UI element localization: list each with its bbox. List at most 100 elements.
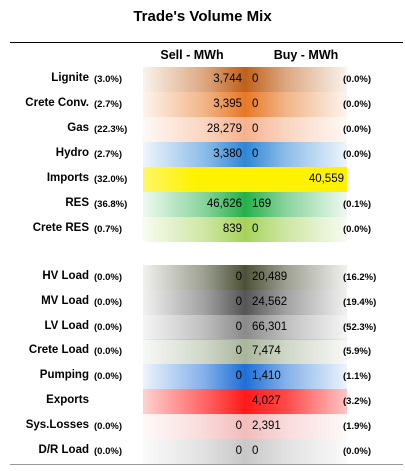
- table-row-lignite: Lignite (3.0%) 3,744 0 (0.0%): [0, 67, 405, 92]
- row-label: RES: [65, 197, 89, 209]
- sell-bar-crete-res: 839: [143, 217, 245, 242]
- sell-bar-hydro: 3,380: [143, 142, 245, 167]
- row-label: Crete RES: [32, 222, 89, 234]
- buy-percent: (1.9%): [343, 420, 371, 432]
- buy-bar-imports: [245, 167, 347, 192]
- row-label: Sys.Losses: [25, 418, 89, 431]
- row-label: D/R Load: [38, 443, 89, 456]
- buy-bar-res: 169: [245, 192, 347, 217]
- buy-percent: (5.9%): [343, 346, 371, 358]
- sell-bar-imports: 40,559: [143, 167, 347, 192]
- buy-percent: (3.2%): [343, 396, 371, 407]
- buy-bar-hv-load: 20,489: [245, 265, 347, 290]
- buy-percent: (52.3%): [343, 321, 377, 333]
- buy-bar-crete-conv: 0: [245, 92, 347, 117]
- sell-bar-crete-conv: 3,395: [143, 92, 245, 117]
- buy-percent: (0.0%): [343, 224, 371, 235]
- buy-value: 20,489: [252, 271, 288, 283]
- buy-percent: (16.2%): [343, 272, 377, 283]
- title-rule: [10, 42, 403, 43]
- buy-value: 7,474: [252, 345, 281, 358]
- buy-percent: (0.0%): [343, 74, 371, 85]
- table-row-d-r-load: D/R Load (0.0%) 0 0 (0.0%): [0, 438, 405, 464]
- table-row-crete-conv: Crete Conv. (2.7%) 3,395 0 (0.0%): [0, 92, 405, 117]
- sell-value: 0: [235, 419, 242, 432]
- buy-value: 66,301: [252, 320, 288, 333]
- buy-value: 2,391: [252, 419, 281, 432]
- sell-percent: (0.0%): [94, 371, 122, 383]
- sell-value: 0: [235, 444, 242, 457]
- buy-bar-crete-res: 0: [245, 217, 347, 242]
- buy-bar-d-r-load: 0: [245, 438, 347, 464]
- sell-value: 0: [235, 370, 242, 383]
- row-label: Exports: [46, 394, 89, 406]
- buy-percent: (0.0%): [343, 124, 371, 135]
- sell-percent: (0.7%): [94, 224, 122, 235]
- sell-value: 40,559: [308, 173, 344, 185]
- buy-value: 24,562: [252, 295, 288, 308]
- buy-value: 0: [252, 223, 259, 235]
- sell-value: 3,380: [213, 148, 242, 160]
- buy-bar-lv-load: 66,301: [245, 314, 347, 340]
- sell-percent: (3.0%): [94, 74, 122, 85]
- table-row-gas: Gas (22.3%) 28,279 0 (0.0%): [0, 117, 405, 142]
- chart-title: Trade's Volume Mix: [133, 8, 272, 25]
- row-label: Gas: [67, 122, 89, 134]
- buy-column-header: Buy - MWh: [273, 48, 339, 62]
- row-label: Pumping: [39, 369, 89, 382]
- buy-bar-exports: 4,027: [143, 389, 347, 414]
- buy-percent: (0.0%): [343, 149, 371, 160]
- row-label: Lignite: [51, 72, 89, 84]
- table-row-exports: Exports 4,027 (3.2%): [0, 389, 405, 414]
- sell-value: 839: [222, 223, 242, 235]
- row-label: Hydro: [55, 147, 89, 159]
- bottom-rule: [10, 464, 403, 465]
- row-label: Crete Conv.: [25, 97, 89, 109]
- table-row-lv-load: LV Load (0.0%) 0 66,301 (52.3%): [0, 314, 405, 340]
- row-label: LV Load: [44, 319, 89, 332]
- sell-bar-gas: 28,279: [143, 117, 245, 142]
- buy-bar-sys-losses: 2,391: [245, 413, 347, 439]
- table-row-hv-load: HV Load (0.0%) 0 20,489 (16.2%): [0, 265, 405, 290]
- buy-value: 0: [252, 123, 259, 135]
- sell-bar-lv-load: 0: [143, 314, 245, 340]
- buy-bar-crete-load: 7,474: [245, 339, 347, 365]
- buy-value: 4,027: [252, 395, 281, 407]
- table-row-crete-res: Crete RES (0.7%) 839 0 (0.0%): [0, 217, 405, 242]
- buy-value: 0: [252, 73, 259, 85]
- table-row-pumping: Pumping (0.0%) 0 1,410 (1.1%): [0, 364, 405, 390]
- buy-value: 0: [252, 444, 259, 457]
- buy-percent: (1.1%): [343, 371, 371, 383]
- buy-value: 0: [252, 98, 259, 110]
- sell-value: 46,626: [206, 198, 242, 210]
- buy-bar-pumping: 1,410: [245, 364, 347, 390]
- sell-percent: (0.0%): [94, 445, 122, 457]
- sell-percent: (0.0%): [94, 346, 122, 358]
- buy-percent: (19.4%): [343, 296, 377, 308]
- sell-value: 0: [235, 271, 242, 283]
- sell-percent: (2.7%): [94, 99, 122, 110]
- sell-percent: (22.3%): [94, 124, 128, 135]
- table-row-sys-losses: Sys.Losses (0.0%) 0 2,391 (1.9%): [0, 413, 405, 439]
- sell-percent: (0.0%): [94, 321, 122, 333]
- sell-percent: (32.0%): [94, 174, 128, 185]
- buy-percent: (0.1%): [343, 199, 371, 210]
- buy-value: 0: [252, 148, 259, 160]
- sell-bar-lignite: 3,744: [143, 67, 245, 92]
- buy-value: 1,410: [252, 370, 281, 383]
- row-label: Imports: [46, 172, 89, 184]
- table-row-crete-load: Crete Load (0.0%) 0 7,474 (5.9%): [0, 339, 405, 365]
- sell-percent: (36.8%): [94, 199, 128, 210]
- sell-column-header: Sell - MWh: [160, 48, 224, 62]
- sell-bar-crete-load: 0: [143, 339, 245, 365]
- sell-bar-mv-load: 0: [143, 289, 245, 315]
- sell-bar-sys-losses: 0: [143, 413, 245, 439]
- buy-bar-lignite: 0: [245, 67, 347, 92]
- buy-bar-hydro: 0: [245, 142, 347, 167]
- row-label: Crete Load: [28, 344, 89, 357]
- table-row-mv-load: MV Load (0.0%) 0 24,562 (19.4%): [0, 289, 405, 315]
- sell-percent: (2.7%): [94, 149, 122, 160]
- buy-bar-gas: 0: [245, 117, 347, 142]
- buy-bar-mv-load: 24,562: [245, 289, 347, 315]
- sell-percent: (0.0%): [94, 420, 122, 432]
